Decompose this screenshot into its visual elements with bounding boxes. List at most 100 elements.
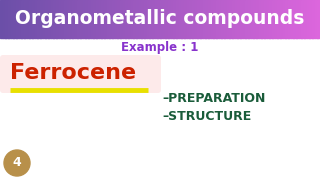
Bar [147, 0, 150, 38]
Bar [200, 0, 203, 38]
Bar [64, 0, 67, 38]
Bar [32, 0, 35, 38]
Bar [256, 0, 259, 38]
Bar [83, 0, 86, 38]
Bar [213, 0, 217, 38]
Bar [131, 0, 134, 38]
Bar [187, 0, 190, 38]
Bar [301, 0, 305, 38]
Bar [152, 0, 155, 38]
Bar [51, 0, 54, 38]
Bar [128, 0, 131, 38]
Bar [221, 0, 225, 38]
Bar [309, 0, 313, 38]
Bar [21, 0, 25, 38]
Bar [3, 0, 6, 38]
Bar [85, 0, 89, 38]
Bar [296, 0, 299, 38]
Bar [315, 0, 318, 38]
Bar [67, 0, 70, 38]
Bar [37, 0, 41, 38]
Bar [245, 0, 249, 38]
Text: 4: 4 [12, 156, 21, 170]
Bar [80, 0, 83, 38]
Text: –STRUCTURE: –STRUCTURE [162, 109, 251, 123]
Bar [8, 0, 11, 38]
Bar [277, 0, 281, 38]
Bar [211, 0, 214, 38]
Bar [261, 0, 265, 38]
Text: Ferrocene: Ferrocene [10, 63, 136, 83]
Bar [45, 0, 49, 38]
Bar [291, 0, 294, 38]
Bar [120, 0, 123, 38]
Bar [208, 0, 211, 38]
Bar [237, 0, 241, 38]
Bar [195, 0, 198, 38]
Bar [40, 0, 43, 38]
Bar [248, 0, 251, 38]
Bar [56, 0, 59, 38]
Bar [312, 0, 315, 38]
Bar [205, 0, 209, 38]
Bar [109, 0, 113, 38]
Bar [176, 0, 179, 38]
Bar [317, 0, 320, 38]
Bar [219, 0, 222, 38]
Bar [24, 0, 27, 38]
Bar [35, 0, 38, 38]
Bar [53, 0, 57, 38]
Bar [293, 0, 297, 38]
Bar [240, 0, 243, 38]
Bar [227, 0, 230, 38]
Bar [168, 0, 171, 38]
Bar [91, 0, 94, 38]
Bar [93, 0, 97, 38]
Bar [136, 0, 139, 38]
Bar [19, 0, 22, 38]
Bar [192, 0, 195, 38]
Bar [299, 0, 302, 38]
Bar [117, 0, 121, 38]
Bar [171, 0, 174, 38]
FancyBboxPatch shape [0, 55, 161, 93]
Bar [101, 0, 105, 38]
Bar [16, 0, 19, 38]
Text: Example : 1: Example : 1 [121, 42, 199, 55]
Bar [0, 38, 320, 180]
Bar [184, 0, 187, 38]
Bar [155, 0, 158, 38]
Bar [99, 0, 102, 38]
Bar [133, 0, 137, 38]
Bar [123, 0, 126, 38]
Bar [48, 0, 51, 38]
Bar [235, 0, 238, 38]
Bar [0, 0, 3, 38]
Bar [43, 0, 46, 38]
Bar [275, 0, 278, 38]
Bar [229, 0, 233, 38]
Bar [243, 0, 246, 38]
Bar [141, 0, 145, 38]
Circle shape [4, 150, 30, 176]
Bar [112, 0, 115, 38]
Bar [165, 0, 169, 38]
Bar [157, 0, 161, 38]
Bar [88, 0, 91, 38]
Bar [264, 0, 267, 38]
Bar [267, 0, 270, 38]
Bar [61, 0, 65, 38]
Bar [197, 0, 201, 38]
Bar [251, 0, 254, 38]
Bar [173, 0, 177, 38]
Bar [69, 0, 73, 38]
Bar [115, 0, 118, 38]
Bar [288, 0, 291, 38]
Bar [107, 0, 110, 38]
Bar [72, 0, 75, 38]
Bar [232, 0, 235, 38]
Bar [307, 0, 310, 38]
Bar [144, 0, 147, 38]
Bar [272, 0, 275, 38]
Bar [96, 0, 99, 38]
